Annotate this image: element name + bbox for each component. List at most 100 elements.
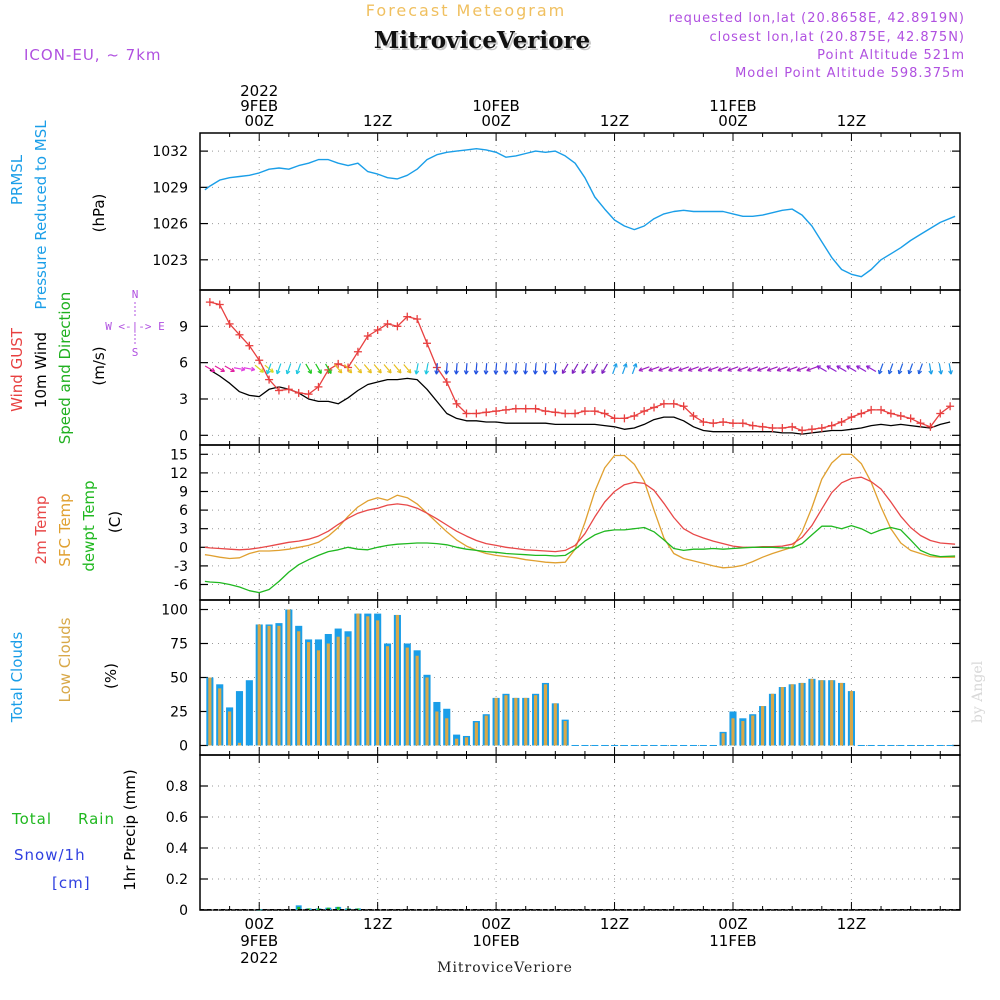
requested-coords: requested lon,lat (20.8658E, 42.8919N) — [669, 11, 965, 26]
wind-arrow-head — [786, 367, 791, 371]
bar-low-clouds — [780, 687, 784, 746]
y-tick-label: 1029 — [152, 180, 188, 196]
wind-direction-arrow — [776, 366, 788, 372]
wind-direction-arrow — [425, 363, 429, 375]
temp-label-2m: 2m Temp — [32, 496, 50, 565]
bar-rain — [316, 908, 320, 910]
precip-label-total: Total — [11, 810, 52, 828]
pressure-panel: PRMSL Pressure Reduced to MSL (hPa) 1023… — [8, 120, 961, 310]
y-tick-label: 0.4 — [166, 841, 188, 857]
wind-arrow-head — [406, 370, 412, 374]
bar-low-clouds — [543, 684, 548, 746]
y-tick-label: 0.2 — [166, 872, 188, 888]
bar-low-clouds — [524, 697, 528, 746]
wind-direction-arrow — [485, 363, 488, 375]
time-label-bottom: 00Z — [481, 915, 510, 933]
time-label-top: 11FEB — [709, 97, 756, 115]
wind-frame — [199, 289, 961, 446]
precip-unit: 1hr Precip (mm) — [121, 769, 139, 890]
wind-direction-arrow — [415, 363, 419, 375]
watermark: by Angel — [970, 660, 986, 723]
time-label-top: 10FEB — [472, 97, 519, 115]
bar-low-clouds — [356, 613, 360, 746]
wind-direction-arrow — [504, 363, 508, 375]
time-label-top: 00Z — [481, 112, 510, 130]
wind-direction-arrow — [796, 366, 808, 372]
wind-arrow-head — [776, 367, 781, 371]
y-tick-label: 75 — [170, 637, 188, 653]
wind-arrow-head — [766, 367, 771, 371]
wind-direction-arrow — [928, 363, 932, 375]
bottom-location: MitroviceVeriore — [437, 960, 573, 976]
wind-direction-arrow — [747, 366, 759, 372]
wind-direction-arrow — [224, 365, 235, 372]
bar-low-clouds — [326, 643, 330, 746]
wind-direction-arrow — [344, 364, 353, 374]
series-line-prmsl — [204, 147, 956, 278]
wind-direction-arrow — [554, 363, 557, 375]
wind-arrow-head — [434, 370, 437, 375]
wind-direction-arrow — [475, 363, 478, 375]
wind-direction-arrow — [631, 363, 637, 375]
wind-arrow-head — [615, 363, 618, 368]
y-tick-label: 0 — [179, 428, 188, 444]
wind-arrow-head — [387, 370, 392, 374]
y-tick-label: 3 — [179, 522, 188, 538]
wind-direction-arrow — [243, 367, 255, 371]
wind-direction-arrow — [612, 363, 617, 375]
y-tick-label: 0 — [179, 738, 188, 754]
wind-arrow-head — [727, 367, 731, 371]
wind-direction-arrow — [514, 363, 517, 375]
bar-low-clouds — [415, 655, 419, 746]
wind-direction-arrow — [393, 364, 402, 374]
y-tick-label: 12 — [170, 466, 188, 482]
wind-direction-arrow — [214, 365, 225, 372]
wind-direction-arrow — [591, 363, 599, 374]
wind-arrow-head — [796, 367, 801, 371]
wind-direction-arrow — [688, 366, 699, 372]
y-tick-label: 1032 — [152, 144, 188, 160]
time-label-bottom: 00Z — [245, 915, 274, 933]
time-label-bottom: 12Z — [600, 915, 629, 933]
wind-arrow-head — [638, 367, 643, 371]
wind-arrow-head — [307, 370, 312, 374]
compass-north: N — [132, 288, 139, 301]
wind-label-dir: Speed and Direction — [56, 292, 74, 445]
wind-direction-arrow — [737, 366, 749, 372]
bar-low-clouds — [366, 616, 370, 746]
bar-low-clouds — [455, 738, 459, 746]
y-tick-label: 0 — [179, 903, 188, 919]
temp-label-sfc: SFC Temp — [56, 493, 74, 566]
y-tick-label: 0.6 — [166, 810, 188, 826]
bar-rain — [336, 906, 340, 910]
time-label-bottom: 12Z — [363, 915, 392, 933]
pressure-label-desc: Pressure Reduced to MSL — [32, 120, 50, 310]
title-shadow: MitroviceVeriore — [376, 29, 592, 56]
wind-direction-arrow — [403, 364, 412, 374]
temp-label-dewpt: dewpt Temp — [80, 480, 98, 571]
time-label-top: 12Z — [837, 112, 866, 130]
point-altitude: Point Altitude 521m — [817, 48, 965, 63]
wind-direction-arrow — [806, 366, 818, 372]
wind-direction-arrow — [836, 365, 847, 372]
bar-low-clouds — [307, 642, 311, 746]
bar-low-clouds — [761, 706, 765, 746]
wind-arrow-head — [747, 367, 751, 371]
time-label-bottom: 00Z — [718, 915, 747, 933]
wind-arrow-head — [337, 370, 342, 374]
wind-direction-arrow — [254, 364, 264, 373]
clouds-label-low: Low Clouds — [56, 617, 74, 702]
precip-label-rain: Rain — [78, 810, 115, 828]
bar-low-clouds — [237, 742, 242, 746]
wind-arrow-head — [737, 367, 741, 371]
temperature-panel: 2m Temp SFC Temp dewpt Temp (C) -6 -3 0 3 6 9… — [32, 444, 961, 601]
precip-label-cm: [cm] — [52, 874, 91, 892]
wind-arrow-head — [463, 370, 467, 375]
time-label-bottom: 12Z — [837, 915, 866, 933]
series-line-gust — [209, 301, 951, 432]
wind-arrow-head — [513, 370, 516, 375]
wind-direction-arrow — [286, 363, 292, 375]
wind-direction-arrow — [581, 363, 589, 374]
